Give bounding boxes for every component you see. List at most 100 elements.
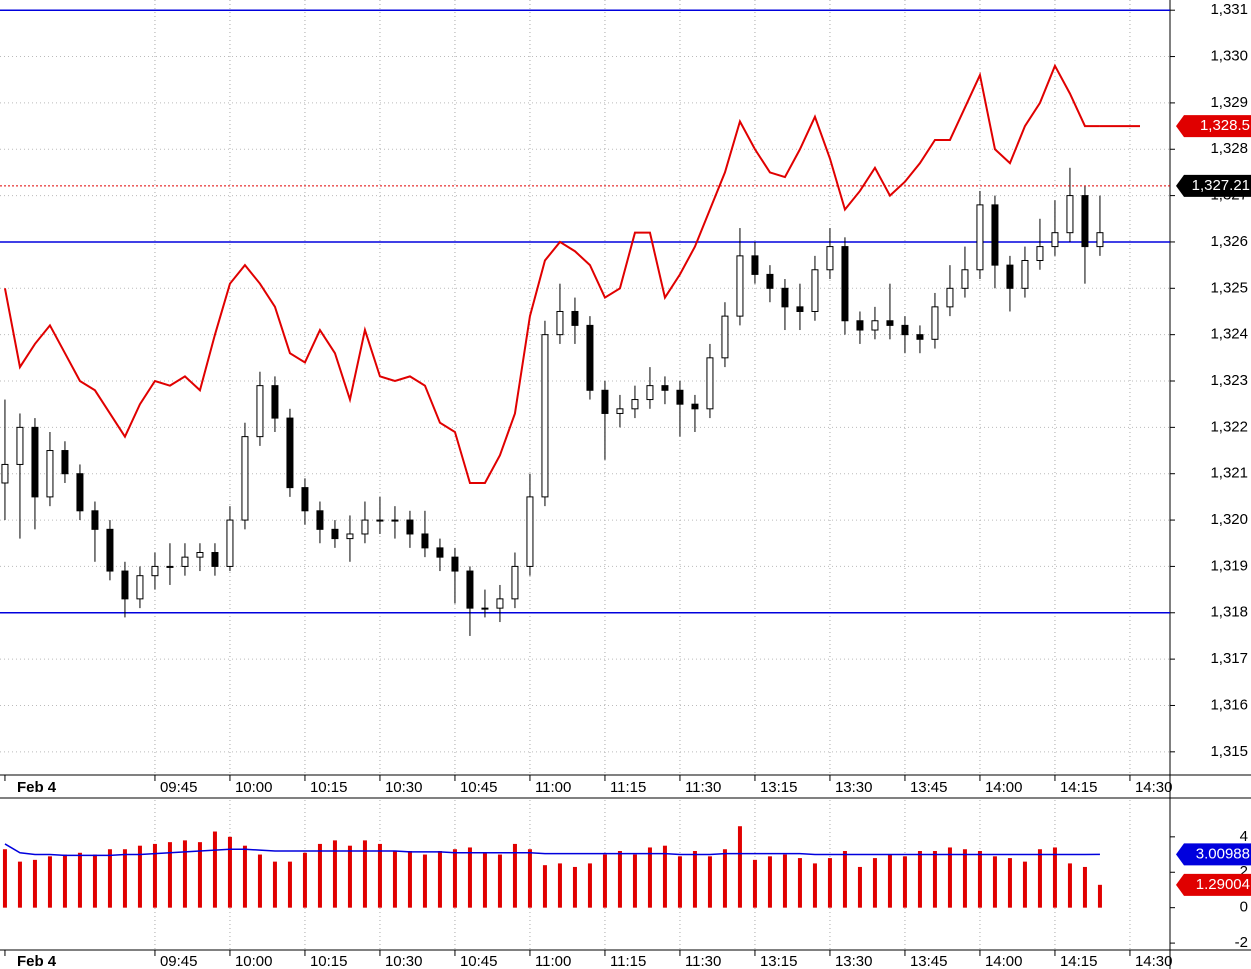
candle-body [1051, 232, 1059, 248]
volume-bar [902, 856, 907, 908]
volume-bar [332, 840, 337, 908]
x-tick-label: 14:30 [1135, 953, 1173, 969]
y-tick-label: 1,325 [1210, 279, 1248, 296]
candle-body [526, 496, 534, 567]
candle-body [811, 269, 819, 312]
volume-bar [227, 836, 232, 908]
y-tick-label: 0 [1240, 899, 1248, 916]
volume-bar [722, 849, 727, 908]
price-marker [1176, 873, 1251, 896]
volume-bar [1007, 858, 1012, 908]
volume-bar [197, 842, 202, 908]
price-marker-label: 1.29004 [1196, 876, 1250, 893]
x-tick-label: 11:30 [685, 779, 721, 796]
volume-bar [32, 859, 37, 908]
volume-bar [377, 843, 382, 908]
y-tick-label: 1,324 [1210, 326, 1248, 343]
candle-body [241, 436, 249, 521]
candle-body [436, 547, 444, 558]
x-tick-label: 10:30 [385, 779, 423, 796]
price-marker [1176, 843, 1251, 866]
volume-bar [707, 856, 712, 908]
candle-body [601, 389, 609, 414]
candle-body [1, 463, 9, 484]
volume-bar [1097, 884, 1102, 908]
volume-bar [92, 854, 97, 908]
x-tick-label: 13:30 [835, 779, 873, 796]
volume-bar [422, 854, 427, 908]
y-tick-label: 1,330 [1210, 48, 1248, 65]
y-tick-label: 1,317 [1210, 650, 1248, 667]
price-marker-label: 3.00988 [1196, 845, 1250, 862]
candle-body [586, 324, 594, 391]
volume-bar [107, 849, 112, 908]
volume-bar [977, 851, 982, 908]
candle-body [556, 310, 564, 336]
y-tick-label: 1,321 [1210, 465, 1248, 482]
volume-bar [392, 851, 397, 908]
candle-body [676, 389, 684, 405]
candle-body [226, 519, 234, 567]
volume-bar [1037, 849, 1042, 908]
candle-body [511, 565, 519, 600]
candle-body [256, 385, 264, 438]
volume-bar [212, 831, 217, 908]
candle-body [871, 320, 879, 331]
candle-body [661, 385, 669, 391]
volume-bar [317, 843, 322, 908]
x-tick-label: 11:00 [535, 779, 571, 796]
volume-bar [122, 849, 127, 908]
candle-body [376, 519, 384, 522]
candle-body [976, 204, 984, 271]
volume-bar [1067, 863, 1072, 908]
price-marker-label: 1,327.21 [1192, 177, 1250, 194]
candle-body [796, 306, 804, 312]
y-tick-label: 1,315 [1210, 743, 1248, 760]
x-tick-label: 13:30 [835, 953, 873, 969]
volume-bar [797, 858, 802, 908]
y-tick-label: 1,323 [1210, 372, 1248, 389]
volume-bar [47, 856, 52, 908]
candle-body [1066, 195, 1074, 234]
candle-body [196, 552, 204, 558]
y-tick-label: -2 [1235, 934, 1248, 951]
volume-bar [272, 861, 277, 908]
volume-bar [812, 863, 817, 908]
candle-body [61, 450, 69, 475]
candle-body [736, 255, 744, 317]
indicator-line [3, 63, 1100, 484]
candle-body [121, 570, 129, 600]
volume-bar [677, 856, 682, 908]
candle-body [16, 426, 24, 465]
candle-body [1021, 259, 1029, 289]
volume-bar [347, 845, 352, 908]
volume-bar [917, 851, 922, 908]
candle-body [76, 473, 84, 512]
x-tick-label: 14:00 [985, 953, 1023, 969]
y-tick-label: 1,326 [1210, 233, 1248, 250]
candle-body [211, 552, 219, 567]
volume-bar [467, 847, 472, 908]
x-tick-label: 10:15 [310, 779, 348, 796]
x-tick-label: 11:30 [685, 953, 721, 969]
price-marker [1176, 115, 1251, 138]
volume-bar [587, 863, 592, 908]
volume-bar [767, 856, 772, 908]
x-tick-label: 14:15 [1060, 779, 1098, 796]
candle-body [271, 385, 279, 419]
volume-bar [527, 849, 532, 908]
x-tick-label: 13:45 [910, 953, 948, 969]
volume-bar [512, 843, 517, 908]
candle-body [466, 570, 474, 609]
y-tick-label: 1,320 [1210, 511, 1248, 528]
candle-body [1006, 264, 1014, 289]
candle-body [346, 533, 354, 540]
y-tick-label: 1,319 [1210, 557, 1248, 574]
volume-bar [302, 852, 307, 908]
volume-bar [947, 847, 952, 908]
candle-body [166, 565, 174, 568]
candle-body [856, 320, 864, 331]
y-tick-label: 1,322 [1210, 418, 1248, 435]
